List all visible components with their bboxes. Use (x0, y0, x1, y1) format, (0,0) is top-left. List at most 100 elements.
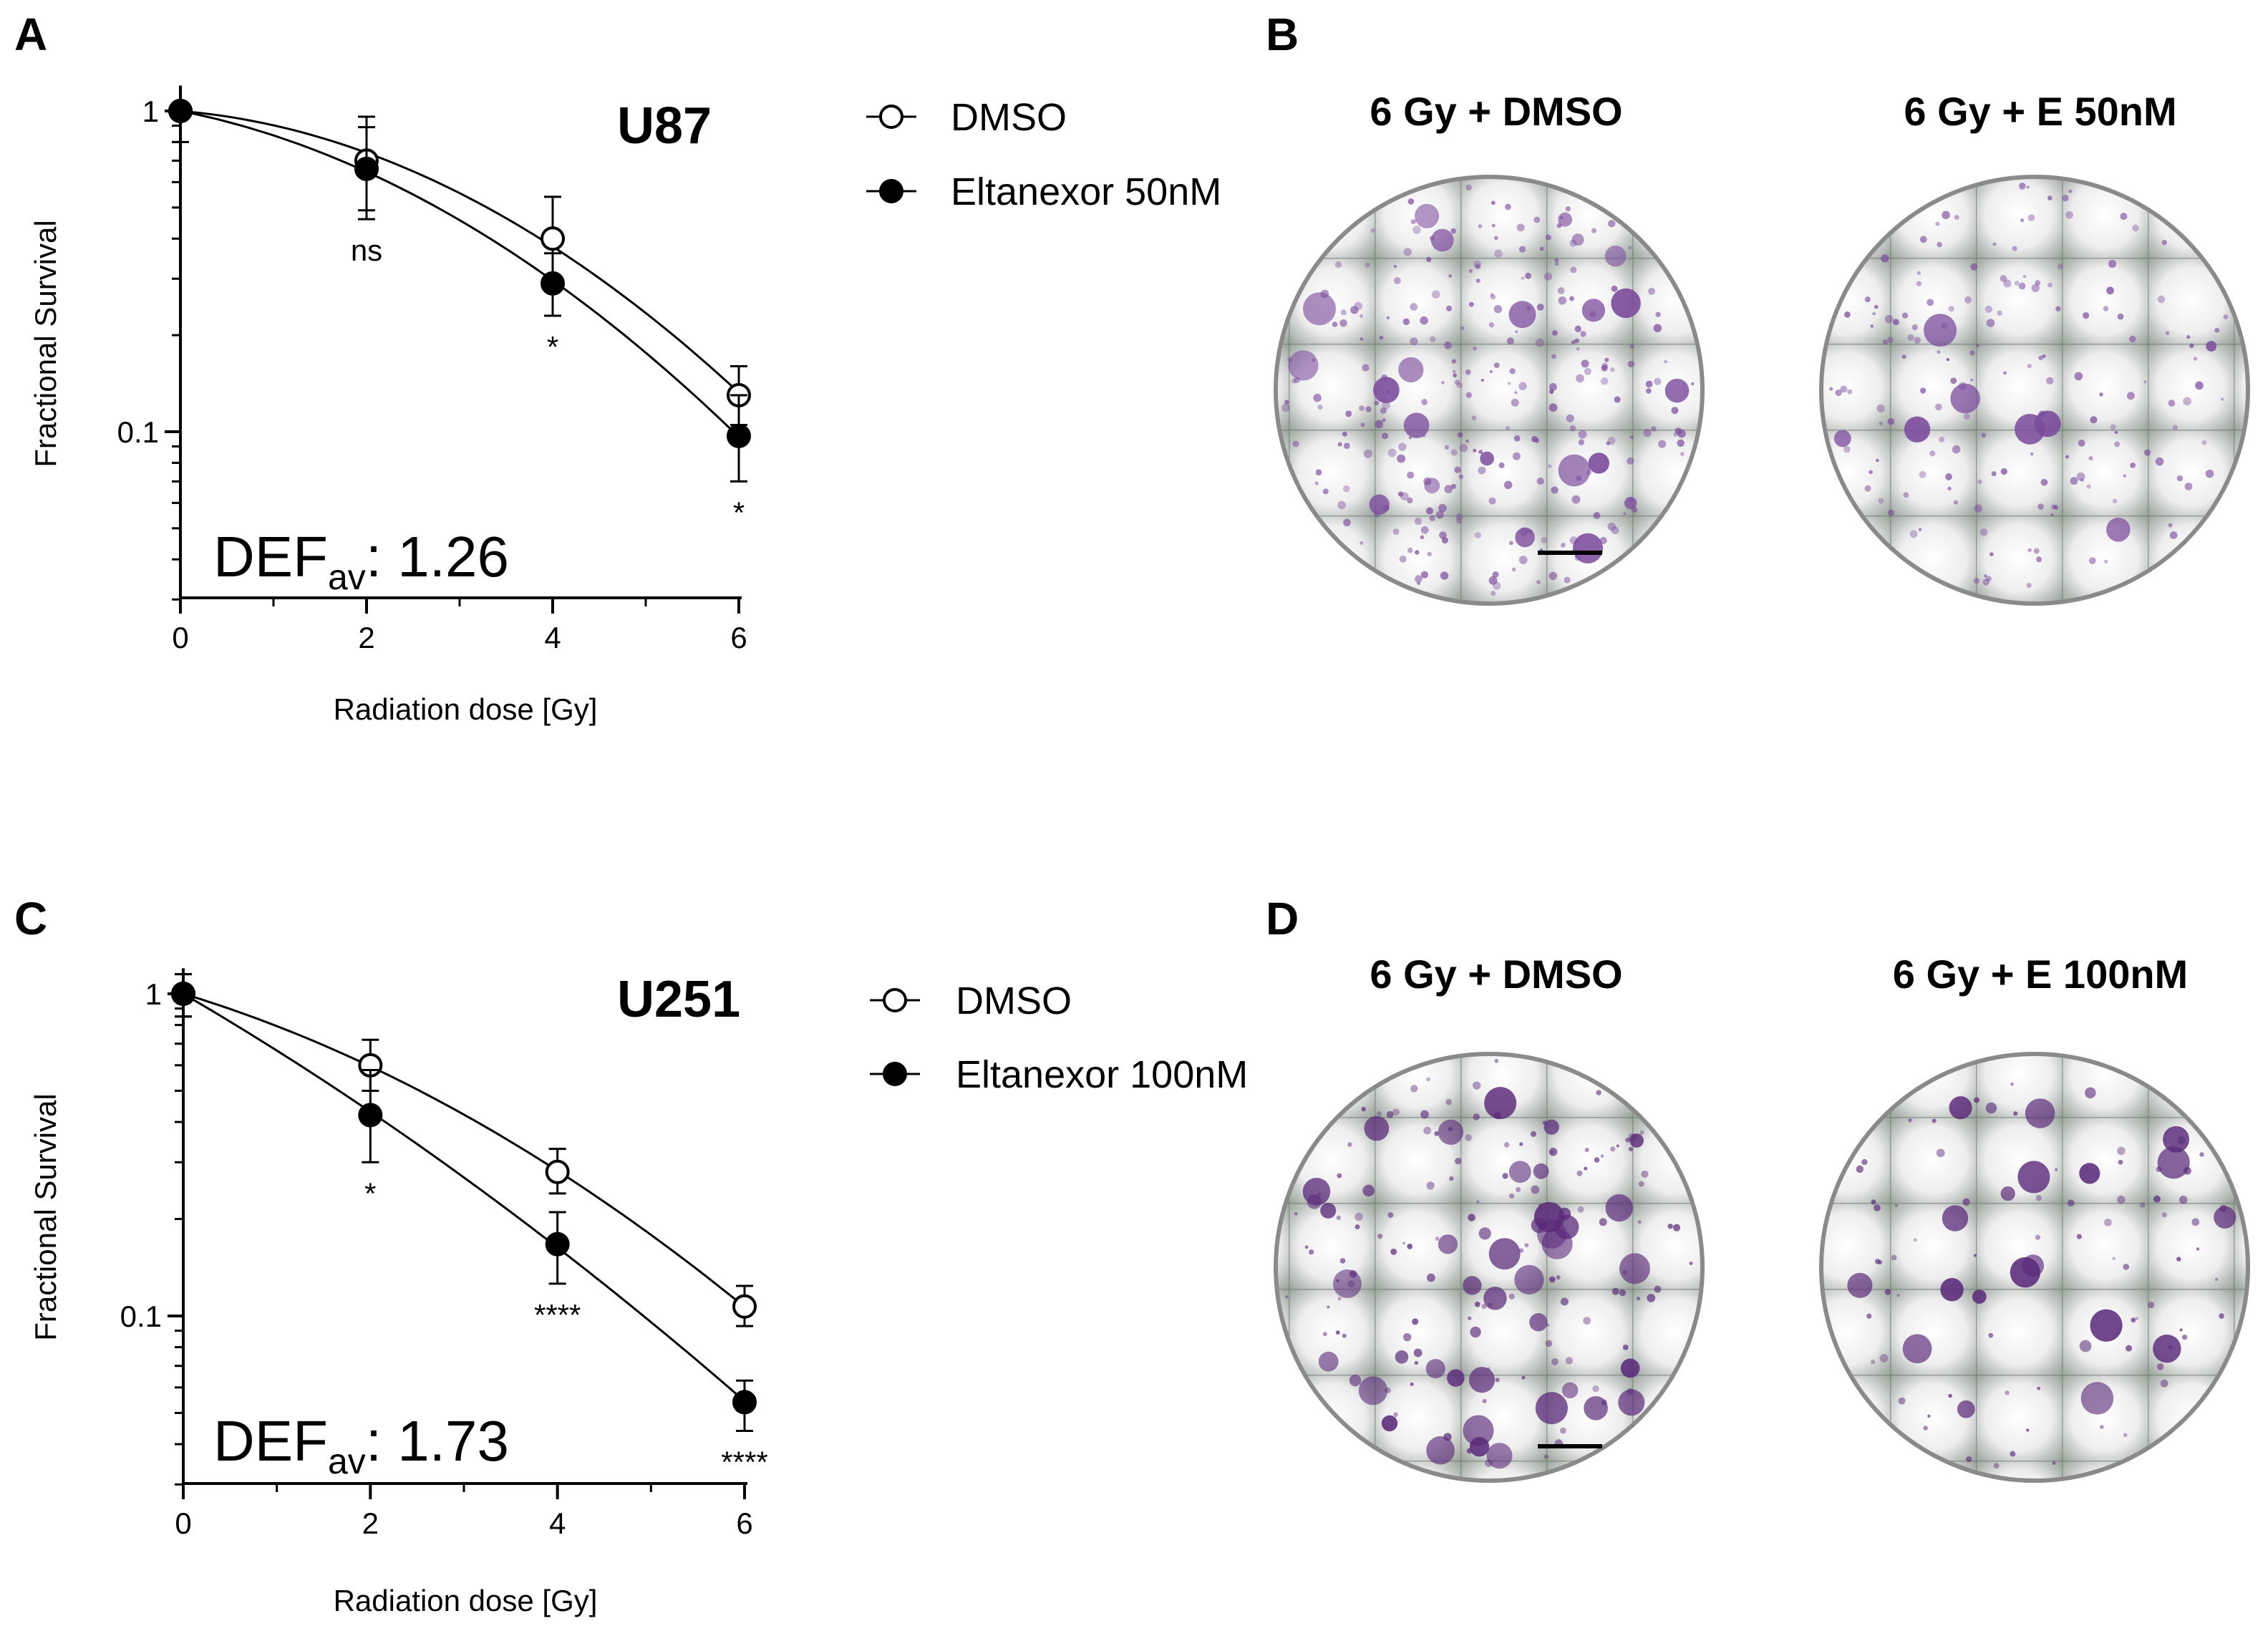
x-tick-label: 0 (172, 621, 188, 654)
colony (1664, 378, 1690, 403)
colony-speck (1493, 362, 1500, 369)
colony-speck (1870, 324, 1874, 328)
colony-speck (1970, 378, 1974, 382)
colony-speck (1468, 1214, 1475, 1221)
colony-speck (1465, 392, 1472, 399)
colony-speck (2050, 513, 2054, 517)
colony-speck (1347, 1142, 1352, 1147)
colony-speck (1533, 216, 1541, 223)
data-marks (168, 99, 751, 483)
colony (1618, 1389, 1645, 1416)
colony-speck (2035, 1194, 2042, 1201)
colony-speck (2052, 1461, 2056, 1465)
colony-speck (1393, 1412, 1398, 1418)
colony-speck (1549, 389, 1554, 394)
colony-speck (2026, 583, 2032, 588)
colony-speck (1549, 1149, 1554, 1154)
colony-speck (1945, 473, 1952, 480)
colony-speck (1454, 466, 1461, 473)
colony (1468, 1367, 1496, 1393)
colony-speck (1622, 1345, 1629, 1350)
colony-speck (1593, 512, 1601, 519)
dish-image-right (1821, 177, 2248, 604)
colony-speck (2065, 455, 2069, 459)
colony (1398, 357, 1424, 383)
significance-label: **** (721, 1445, 767, 1478)
colony-speck (2027, 214, 2035, 221)
colony (1362, 1184, 1375, 1197)
colony (1942, 1205, 1969, 1231)
dish-title-right: 6 Gy + E 50nM (1904, 89, 2176, 134)
colony-speck (1410, 1382, 1414, 1386)
colony-speck (1584, 1148, 1589, 1153)
colony-speck (1531, 1185, 1540, 1194)
colony-speck (1374, 400, 1379, 406)
colony-speck (1413, 1348, 1423, 1357)
y-tick-label: 0.1 (120, 1300, 162, 1333)
def-value: : 1.26 (366, 525, 509, 589)
colony-speck (2165, 331, 2170, 335)
colony-speck (1654, 1285, 1662, 1293)
colony-speck (1508, 382, 1511, 385)
open-point (545, 1159, 570, 1184)
colony-speck (2223, 314, 2229, 319)
colony-speck (1594, 1157, 1600, 1163)
colony-speck (2051, 504, 2057, 510)
colony-speck (1947, 486, 1952, 491)
colony-speck (2153, 1195, 2161, 1203)
colony-speck (1986, 319, 1995, 327)
colony-speck (1281, 403, 1290, 412)
colony-speck (1614, 396, 1621, 403)
colony-speck (1835, 389, 1842, 397)
colony-speck (2214, 327, 2220, 333)
colony-speck (1465, 184, 1472, 191)
colony-speck (1362, 364, 1370, 372)
colony-speck (2026, 1428, 2030, 1432)
colony-speck (1571, 495, 1581, 504)
colony-speck (1495, 1378, 1500, 1383)
colony (1424, 478, 1440, 494)
colony-speck (2020, 218, 2025, 223)
colony-speck (1514, 391, 1518, 395)
colony (1369, 494, 1390, 515)
colony-speck (1920, 387, 1927, 394)
colony-speck (1379, 335, 1384, 340)
filled-point (168, 99, 193, 123)
colony-speck (2143, 449, 2151, 456)
colony-speck (2106, 286, 2114, 295)
colony-speck (1492, 571, 1499, 578)
colony-speck (2003, 279, 2012, 288)
colony-speck (1982, 579, 1990, 586)
def-annotation: DEFav: 1.26 (213, 525, 509, 597)
colony-speck (2055, 1168, 2058, 1171)
colony-speck (1879, 1353, 1889, 1363)
colony (1364, 1115, 1390, 1141)
colony-speck (1969, 350, 1975, 356)
colony-speck (1512, 452, 1521, 460)
colony-speck (1878, 498, 1884, 504)
colony-speck (1392, 528, 1400, 536)
colony-speck (1962, 1198, 1970, 1206)
colony-speck (1901, 354, 1906, 359)
colony-speck (1970, 263, 1978, 271)
colony-speck (1421, 399, 1428, 405)
colony-speck (2117, 1146, 2126, 1156)
colony-speck (1864, 296, 1871, 303)
dish-title-right: 6 Gy + E 100nM (1893, 952, 2188, 997)
colony-speck (1983, 574, 1987, 578)
colony (1629, 1133, 1644, 1148)
colony-speck (1892, 319, 1899, 326)
colony-speck (1584, 1166, 1588, 1171)
colony-speck (2172, 425, 2178, 430)
colony-speck (1491, 223, 1496, 228)
colony (2079, 1340, 2092, 1352)
colony-speck (1294, 1211, 1298, 1216)
colony-speck (1444, 341, 1452, 349)
def-subscript: av (328, 1441, 366, 1481)
colony-speck (1285, 1295, 1289, 1299)
colony-speck (1493, 304, 1503, 314)
data-marks (171, 973, 757, 1432)
colony-speck (1408, 436, 1412, 440)
colony-speck (1468, 268, 1473, 274)
colony-speck (1530, 1131, 1536, 1137)
